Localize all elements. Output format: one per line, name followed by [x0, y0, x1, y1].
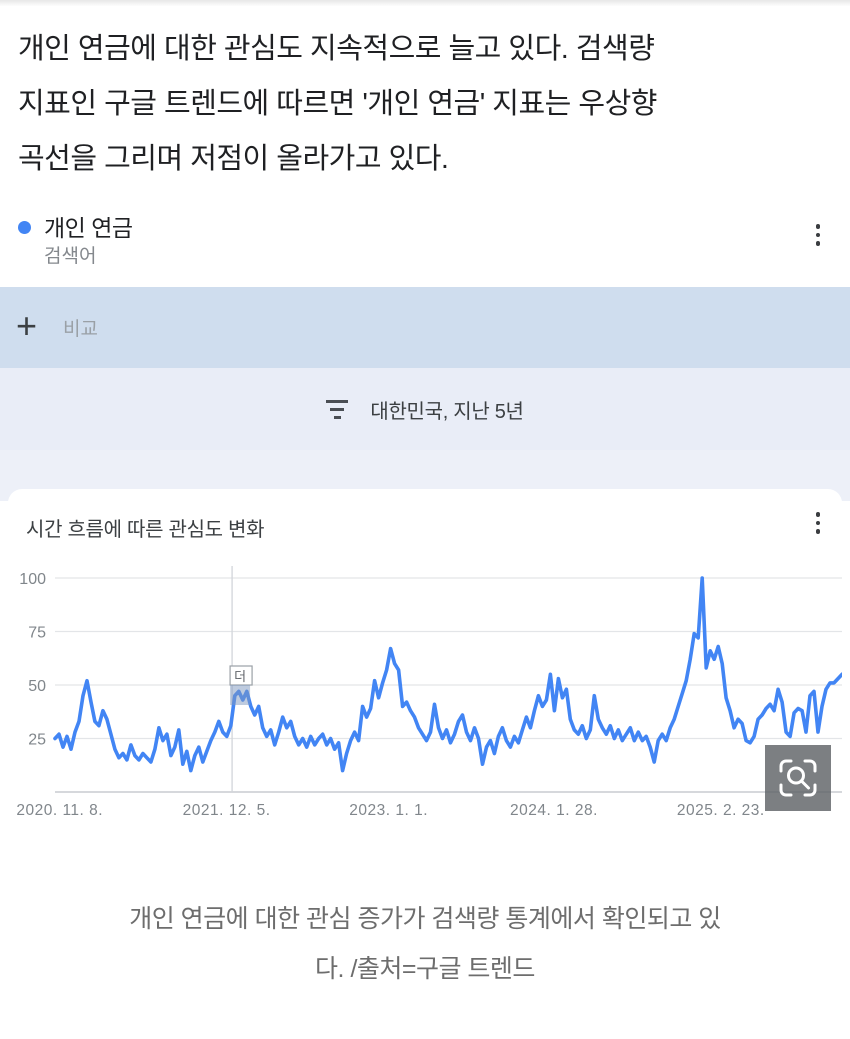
- x-tick-label: 2021. 12. 5.: [183, 802, 271, 819]
- kebab-menu-icon[interactable]: [808, 503, 828, 543]
- x-tick-label: 2020. 11. 8.: [16, 802, 103, 819]
- plus-icon: +: [16, 304, 38, 346]
- compare-add-bar[interactable]: + 비교: [0, 287, 850, 368]
- y-tick-label: 100: [19, 571, 46, 588]
- caption-line: 다. /출처=구글 트렌드: [315, 955, 535, 983]
- magnifier-viewfinder-icon[interactable]: [765, 745, 831, 811]
- kebab-menu-icon[interactable]: [808, 215, 828, 255]
- search-term-label: 개인 연금: [44, 215, 133, 241]
- filter-label: 대한민국, 지난 5년: [370, 400, 524, 423]
- x-tick-label: 2023. 1. 1.: [349, 802, 428, 819]
- x-tick-label: 2024. 1. 28.: [510, 802, 598, 819]
- search-term-type: 검색어: [44, 246, 97, 267]
- article-line: 지표인 구글 트렌드에 따르면 '개인 연금' 지표는 우상향: [18, 88, 657, 120]
- y-tick-label: 50: [28, 678, 46, 695]
- chart-card-header: 시간 흐름에 따른 관심도 변화: [8, 489, 842, 553]
- tooltip-fragment-text: 더: [234, 669, 246, 684]
- chart-title: 시간 흐름에 따른 관심도 변화: [26, 519, 265, 541]
- x-tick-label: 2025. 2. 23.: [677, 802, 765, 819]
- filter-list-icon: [326, 399, 349, 419]
- article-paragraph: 개인 연금에 대한 관심도 지속적으로 늘고 있다. 검색량 지표인 구글 트렌…: [0, 6, 850, 197]
- article-line: 곡선을 그리며 저점이 올라가고 있다.: [18, 143, 449, 175]
- y-tick-label: 75: [28, 625, 46, 642]
- caption-line: 개인 연금에 대한 관심 증가가 검색량 통계에서 확인되고 있: [129, 905, 721, 933]
- chart-area: 25 50 75 100 2020. 11. 8. 2021. 12. 5. 2023. 1…: [8, 553, 844, 834]
- article-line: 개인 연금에 대한 관심도 지속적으로 늘고 있다. 검색량: [18, 33, 655, 65]
- region-time-filter[interactable]: 대한민국, 지난 5년: [0, 368, 850, 450]
- search-term-header: 개인 연금 검색어: [0, 197, 850, 287]
- tooltip-shade: [230, 685, 251, 705]
- trends-chart[interactable]: 25 50 75 100 2020. 11. 8. 2021. 12. 5. 2023. 1…: [8, 553, 844, 829]
- series-line: [53, 576, 844, 773]
- interest-over-time-card: 시간 흐름에 따른 관심도 변화 25 50 75 100 2020. 11. 8. 20…: [8, 489, 844, 864]
- y-tick-label: 25: [28, 732, 46, 749]
- image-caption: 개인 연금에 대한 관심 증가가 검색량 통계에서 확인되고 있 다. /출처=…: [0, 894, 850, 994]
- series-color-dot: [18, 221, 31, 234]
- compare-placeholder: 비교: [63, 319, 98, 340]
- top-border: [0, 0, 850, 6]
